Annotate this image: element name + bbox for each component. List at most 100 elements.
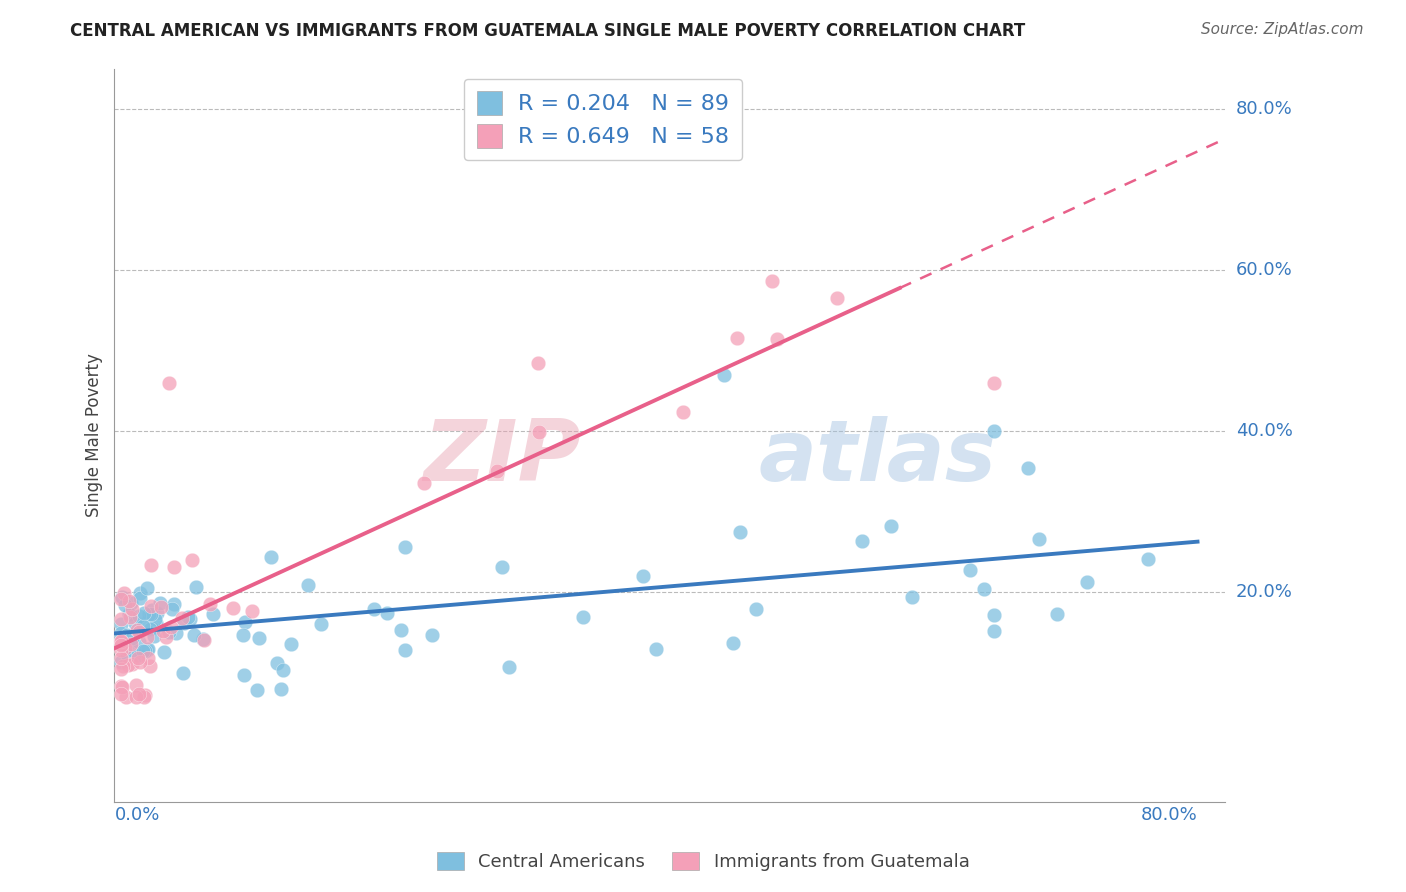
Point — [827, 291, 849, 305]
Point — [112, 659, 135, 673]
Text: 80.0%: 80.0% — [1236, 100, 1292, 118]
Point — [191, 632, 214, 646]
Point — [173, 616, 195, 631]
Point — [713, 368, 735, 382]
Point — [121, 643, 143, 657]
Point — [149, 599, 172, 614]
Point — [141, 621, 163, 635]
Point — [983, 376, 1005, 390]
Point — [721, 635, 744, 649]
Point — [765, 332, 787, 346]
Point — [155, 630, 177, 644]
Point — [165, 626, 187, 640]
Point — [1076, 575, 1098, 590]
Point — [139, 659, 162, 673]
Point — [571, 610, 593, 624]
Point — [128, 687, 150, 701]
Point — [143, 612, 166, 626]
Point — [145, 616, 167, 631]
Point — [138, 607, 160, 622]
Point — [110, 662, 132, 676]
Point — [149, 597, 172, 611]
Point — [121, 602, 143, 616]
Point — [172, 665, 194, 680]
Point — [136, 630, 159, 644]
Point — [128, 624, 150, 639]
Text: ZIP: ZIP — [423, 416, 581, 499]
Point — [198, 597, 221, 611]
Point — [394, 540, 416, 554]
Point — [491, 559, 513, 574]
Point — [111, 590, 134, 604]
Point — [233, 668, 256, 682]
Point — [394, 643, 416, 657]
Point — [127, 648, 149, 662]
Text: 20.0%: 20.0% — [1236, 583, 1292, 601]
Point — [176, 609, 198, 624]
Point — [132, 690, 155, 704]
Point — [111, 681, 134, 695]
Point — [377, 606, 399, 620]
Point — [983, 424, 1005, 438]
Point — [247, 631, 270, 645]
Point — [136, 643, 159, 657]
Point — [146, 607, 169, 621]
Point — [110, 635, 132, 649]
Point — [728, 524, 751, 539]
Point — [631, 569, 654, 583]
Point — [233, 615, 256, 629]
Point — [181, 552, 204, 566]
Point — [162, 602, 184, 616]
Point — [132, 618, 155, 632]
Point — [110, 626, 132, 640]
Text: atlas: atlas — [758, 416, 997, 499]
Point — [134, 643, 156, 657]
Point — [110, 591, 132, 606]
Point — [645, 641, 668, 656]
Point — [222, 600, 245, 615]
Point — [117, 647, 139, 661]
Point — [128, 591, 150, 606]
Point — [240, 604, 263, 618]
Text: Source: ZipAtlas.com: Source: ZipAtlas.com — [1201, 22, 1364, 37]
Point — [139, 599, 162, 613]
Point — [527, 425, 550, 440]
Point — [266, 656, 288, 670]
Point — [136, 651, 159, 665]
Point — [117, 658, 139, 673]
Point — [725, 331, 748, 345]
Point — [134, 606, 156, 620]
Point — [159, 620, 181, 634]
Point — [498, 660, 520, 674]
Point — [139, 558, 162, 573]
Point — [110, 651, 132, 665]
Point — [110, 634, 132, 648]
Point — [851, 533, 873, 548]
Point — [232, 628, 254, 642]
Y-axis label: Single Male Poverty: Single Male Poverty — [86, 353, 103, 517]
Point — [110, 643, 132, 657]
Point — [761, 274, 783, 288]
Text: 40.0%: 40.0% — [1236, 422, 1292, 440]
Point — [413, 475, 436, 490]
Point — [118, 610, 141, 624]
Point — [114, 640, 136, 655]
Point — [179, 612, 201, 626]
Point — [135, 616, 157, 631]
Point — [271, 663, 294, 677]
Point — [745, 601, 768, 615]
Point — [163, 597, 186, 611]
Point — [124, 616, 146, 631]
Point — [527, 356, 550, 370]
Point — [115, 628, 138, 642]
Point — [153, 645, 176, 659]
Point — [110, 616, 132, 631]
Point — [880, 518, 903, 533]
Point — [672, 405, 695, 419]
Point — [136, 641, 159, 656]
Point — [280, 637, 302, 651]
Point — [110, 612, 132, 626]
Point — [110, 634, 132, 648]
Point — [172, 611, 194, 625]
Point — [121, 631, 143, 645]
